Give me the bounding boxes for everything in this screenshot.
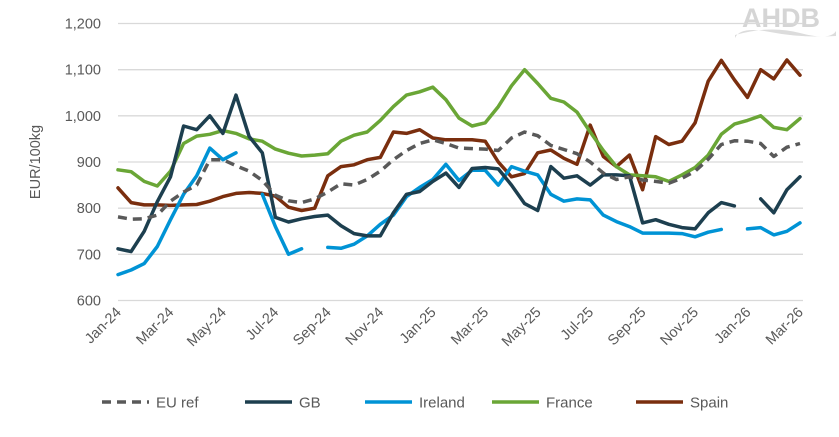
x-tick-label: Mar-26	[763, 305, 807, 349]
x-tick-label: Jan-26	[712, 305, 755, 348]
legend-label: Ireland	[419, 395, 465, 412]
x-tick-label: Jul-25	[558, 305, 597, 344]
legend-item-ireland: Ireland	[365, 395, 465, 412]
legend-label: GB	[299, 395, 321, 412]
series-line-spain	[116, 58, 802, 213]
x-tick-labels: Jan-24 Mar-24 May-24 Jul-24 Sep-24 Nov-24 Jan-…	[82, 305, 807, 351]
x-tick-label: Mar-25	[448, 305, 492, 349]
legend-label: Spain	[690, 395, 728, 412]
x-tick-label: Jul-24	[243, 305, 282, 344]
legend-item-gb: GB	[245, 395, 321, 412]
y-tick-label: 600	[77, 294, 101, 310]
series-line-ireland	[116, 146, 802, 277]
legend-item-france: France	[492, 395, 593, 412]
x-tick-label: Mar-24	[133, 305, 177, 349]
y-tick-label: 1,000	[65, 109, 101, 125]
x-tick-label: Sep-24	[290, 305, 334, 349]
x-tick-label: May-25	[499, 305, 545, 351]
x-tick-label: Sep-25	[605, 305, 649, 349]
ahdb-logo: AHDB	[735, 3, 836, 38]
legend: EU ref GB Ireland France Spain	[102, 395, 728, 412]
x-tick-label: May-24	[184, 305, 230, 351]
y-tick-label: 1,100	[65, 63, 101, 79]
y-tick-labels: 600 700 800 900 1,000 1,100 1,200	[65, 17, 101, 310]
y-tick-label: 700	[77, 247, 101, 263]
series-lines	[116, 58, 802, 277]
x-tick-label: Jan-25	[397, 305, 440, 348]
series-line-gb	[116, 93, 802, 254]
x-tick-label: Nov-24	[343, 305, 387, 349]
y-tick-label: 800	[77, 201, 101, 217]
ahdb-logo-text: AHDB	[742, 3, 820, 33]
legend-label: France	[546, 395, 593, 412]
y-tick-label: 900	[77, 155, 101, 171]
legend-item-spain: Spain	[636, 395, 728, 412]
x-tick-label: Nov-25	[658, 305, 702, 349]
ahdb-logo-swoosh	[735, 29, 836, 38]
y-tick-label: 1,200	[65, 17, 101, 33]
series-line-france	[116, 67, 802, 188]
legend-label: EU ref	[156, 395, 199, 412]
series-line-eu-ref	[117, 130, 801, 221]
y-axis-label: EUR/100kg	[28, 125, 44, 199]
legend-item-eu-ref: EU ref	[102, 395, 199, 412]
gridlines	[118, 22, 803, 302]
x-tick-label: Jan-24	[82, 305, 125, 348]
